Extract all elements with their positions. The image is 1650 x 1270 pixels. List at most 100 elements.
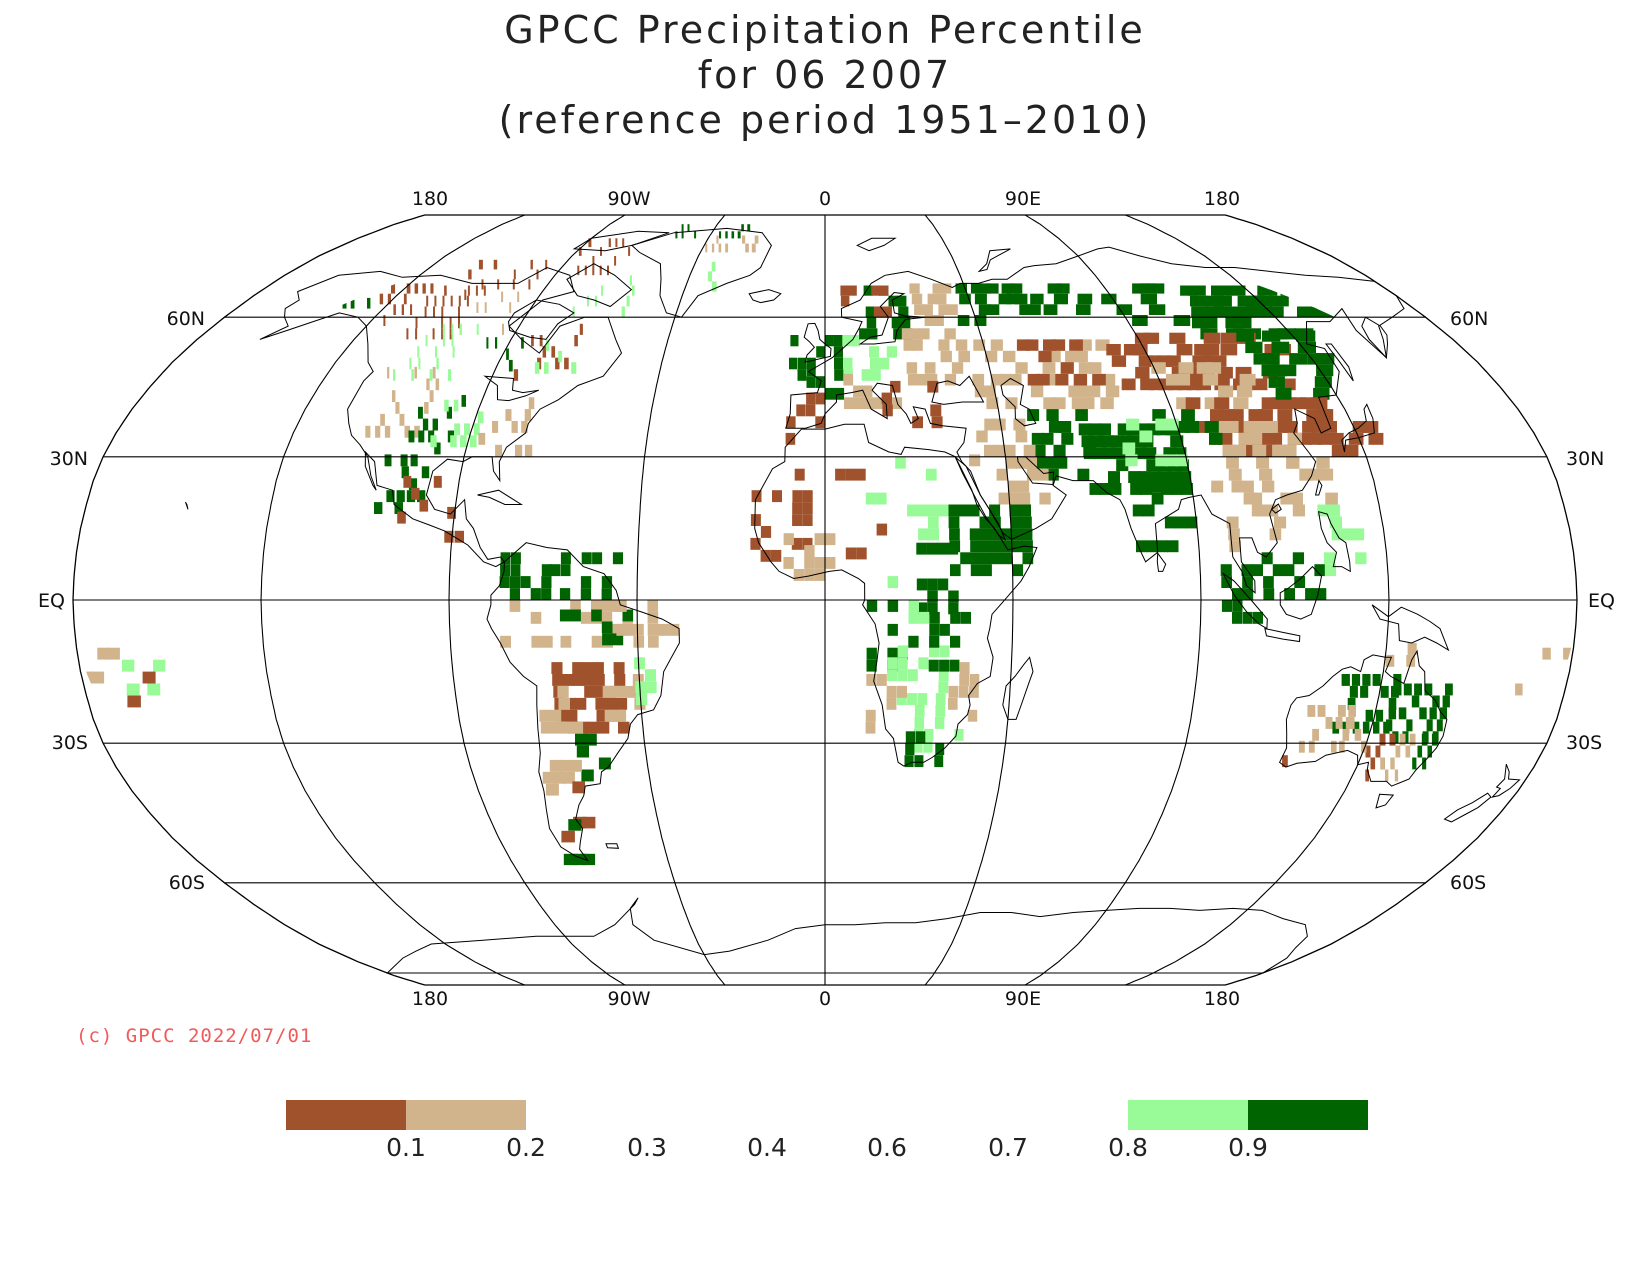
percentile-cell-wet bbox=[907, 504, 918, 517]
percentile-cell-very-dry bbox=[1156, 355, 1172, 367]
percentile-cell-very-dry bbox=[1251, 378, 1268, 391]
percentile-cell-dry bbox=[1196, 362, 1212, 374]
percentile-cell-very-wet bbox=[1388, 697, 1397, 710]
percentile-cell-very-dry bbox=[572, 781, 585, 794]
percentile-cell-very-dry bbox=[528, 279, 531, 290]
percentile-cell-very-wet bbox=[434, 442, 441, 455]
percentile-cell-very-wet bbox=[1232, 611, 1243, 624]
percentile-cell-dry bbox=[1023, 444, 1036, 457]
percentile-cell-wet bbox=[317, 285, 324, 296]
percentile-cell-dry bbox=[1214, 421, 1229, 433]
percentile-cell-dry bbox=[969, 454, 981, 467]
lat-label-right-30n: 30N bbox=[1566, 448, 1604, 470]
percentile-cell-very-wet bbox=[947, 542, 959, 555]
percentile-cell-wet bbox=[460, 435, 467, 448]
percentile-cell-very-wet bbox=[1352, 721, 1360, 734]
percentile-cell-very-wet bbox=[601, 576, 613, 588]
percentile-cell-very-wet bbox=[998, 293, 1012, 305]
percentile-cell-very-wet bbox=[980, 540, 992, 553]
africa-coast bbox=[754, 423, 1038, 767]
percentile-cell-very-dry bbox=[750, 514, 761, 526]
percentile-cell-dry bbox=[742, 235, 746, 244]
percentile-cell-very-wet bbox=[1009, 504, 1021, 517]
percentile-cell-very-wet bbox=[1232, 588, 1243, 600]
percentile-cell-very-dry bbox=[792, 514, 803, 526]
percentile-cell-very-dry bbox=[1092, 373, 1106, 386]
uk-coast bbox=[803, 322, 832, 363]
percentile-cell-dry bbox=[1204, 397, 1220, 410]
percentile-cell-dry bbox=[399, 413, 405, 426]
percentile-cell-dry bbox=[814, 533, 825, 546]
percentile-cell-dry bbox=[910, 328, 921, 340]
percentile-cell-dry bbox=[1005, 456, 1017, 469]
percentile-cell-wet bbox=[1122, 442, 1136, 455]
percentile-cell-very-dry bbox=[912, 416, 923, 429]
percentile-cell-very-wet bbox=[866, 659, 877, 672]
percentile-cell-very-dry bbox=[397, 511, 406, 524]
percentile-cell-very-wet bbox=[1232, 600, 1243, 612]
percentile-cell-very-wet bbox=[1319, 285, 1341, 296]
precipitation-cells bbox=[80, 224, 1572, 866]
percentile-cell-very-dry bbox=[615, 697, 628, 710]
percentile-cell-very-wet bbox=[1313, 306, 1334, 318]
percentile-cell-dry bbox=[985, 350, 998, 363]
percentile-cell-very-wet bbox=[1349, 685, 1358, 698]
percentile-cell-wet bbox=[464, 423, 470, 436]
percentile-cell-very-wet bbox=[939, 659, 950, 672]
percentile-cell-dry bbox=[426, 378, 430, 391]
percentile-cell-very-wet bbox=[887, 600, 899, 612]
percentile-cell-dry bbox=[1074, 350, 1088, 363]
percentile-cell-dry bbox=[571, 721, 584, 734]
percentile-cell-dry bbox=[1338, 705, 1346, 717]
percentile-cell-very-dry bbox=[387, 293, 391, 305]
percentile-cell-very-wet bbox=[1297, 341, 1316, 354]
percentile-cell-wet bbox=[918, 528, 929, 541]
lat-label-left-30s: 30S bbox=[52, 732, 88, 754]
percentile-cell-very-dry bbox=[931, 416, 943, 429]
percentile-cell-dry bbox=[1307, 705, 1316, 717]
percentile-cell-dry bbox=[1238, 432, 1253, 445]
percentile-cell-very-dry bbox=[805, 404, 816, 417]
sri-lanka-coast bbox=[1156, 551, 1167, 572]
percentile-cell-dry bbox=[1176, 397, 1191, 410]
percentile-cell-dry bbox=[1037, 468, 1049, 481]
percentile-cell-very-wet bbox=[681, 224, 684, 232]
percentile-cell-dry bbox=[1013, 418, 1026, 431]
percentile-cell-very-wet bbox=[737, 231, 741, 239]
percentile-cell-dry bbox=[1299, 468, 1313, 481]
percentile-cell-dry bbox=[955, 339, 968, 351]
percentile-cell-very-wet bbox=[559, 588, 571, 600]
percentile-cell-wet bbox=[1175, 454, 1188, 467]
percentile-cell-very-dry bbox=[454, 530, 464, 543]
percentile-cell-wet bbox=[938, 681, 949, 694]
percentile-cell-dry bbox=[552, 771, 566, 784]
percentile-cell-wet bbox=[914, 717, 924, 729]
percentile-cell-dry bbox=[907, 373, 919, 386]
percentile-cell-dry bbox=[561, 721, 573, 734]
percentile-cell-very-dry bbox=[419, 499, 429, 512]
percentile-cell-dry bbox=[647, 623, 659, 636]
antarctica-coast bbox=[386, 897, 1308, 974]
percentile-cell-dry bbox=[90, 671, 105, 684]
percentile-cell-very-wet bbox=[859, 328, 869, 340]
percentile-cell-dry bbox=[967, 709, 978, 722]
percentile-cell-very-wet bbox=[1047, 283, 1062, 294]
percentile-cell-wet bbox=[1355, 552, 1367, 565]
percentile-cell-very-wet bbox=[1140, 480, 1152, 493]
percentile-cell-dry bbox=[633, 635, 645, 648]
percentile-cell-dry bbox=[604, 709, 616, 722]
percentile-cell-wet bbox=[1342, 528, 1354, 541]
percentile-cell-dry bbox=[1232, 444, 1247, 457]
percentile-cell-dry bbox=[1361, 740, 1367, 753]
percentile-cell-wet bbox=[1485, 807, 1488, 820]
percentile-cell-wet bbox=[1317, 504, 1330, 517]
percentile-cell-very-wet bbox=[1148, 304, 1166, 315]
percentile-cell-very-wet bbox=[980, 552, 992, 565]
percentile-cell-dry bbox=[515, 444, 523, 457]
percentile-cell-very-wet bbox=[1429, 707, 1437, 720]
percentile-cell-very-wet bbox=[1315, 588, 1327, 600]
percentile-cell-wet bbox=[850, 335, 861, 347]
percentile-cell-dry bbox=[435, 378, 440, 391]
red-sea-coast bbox=[954, 456, 1007, 541]
percentile-cell-very-dry bbox=[1027, 373, 1041, 386]
